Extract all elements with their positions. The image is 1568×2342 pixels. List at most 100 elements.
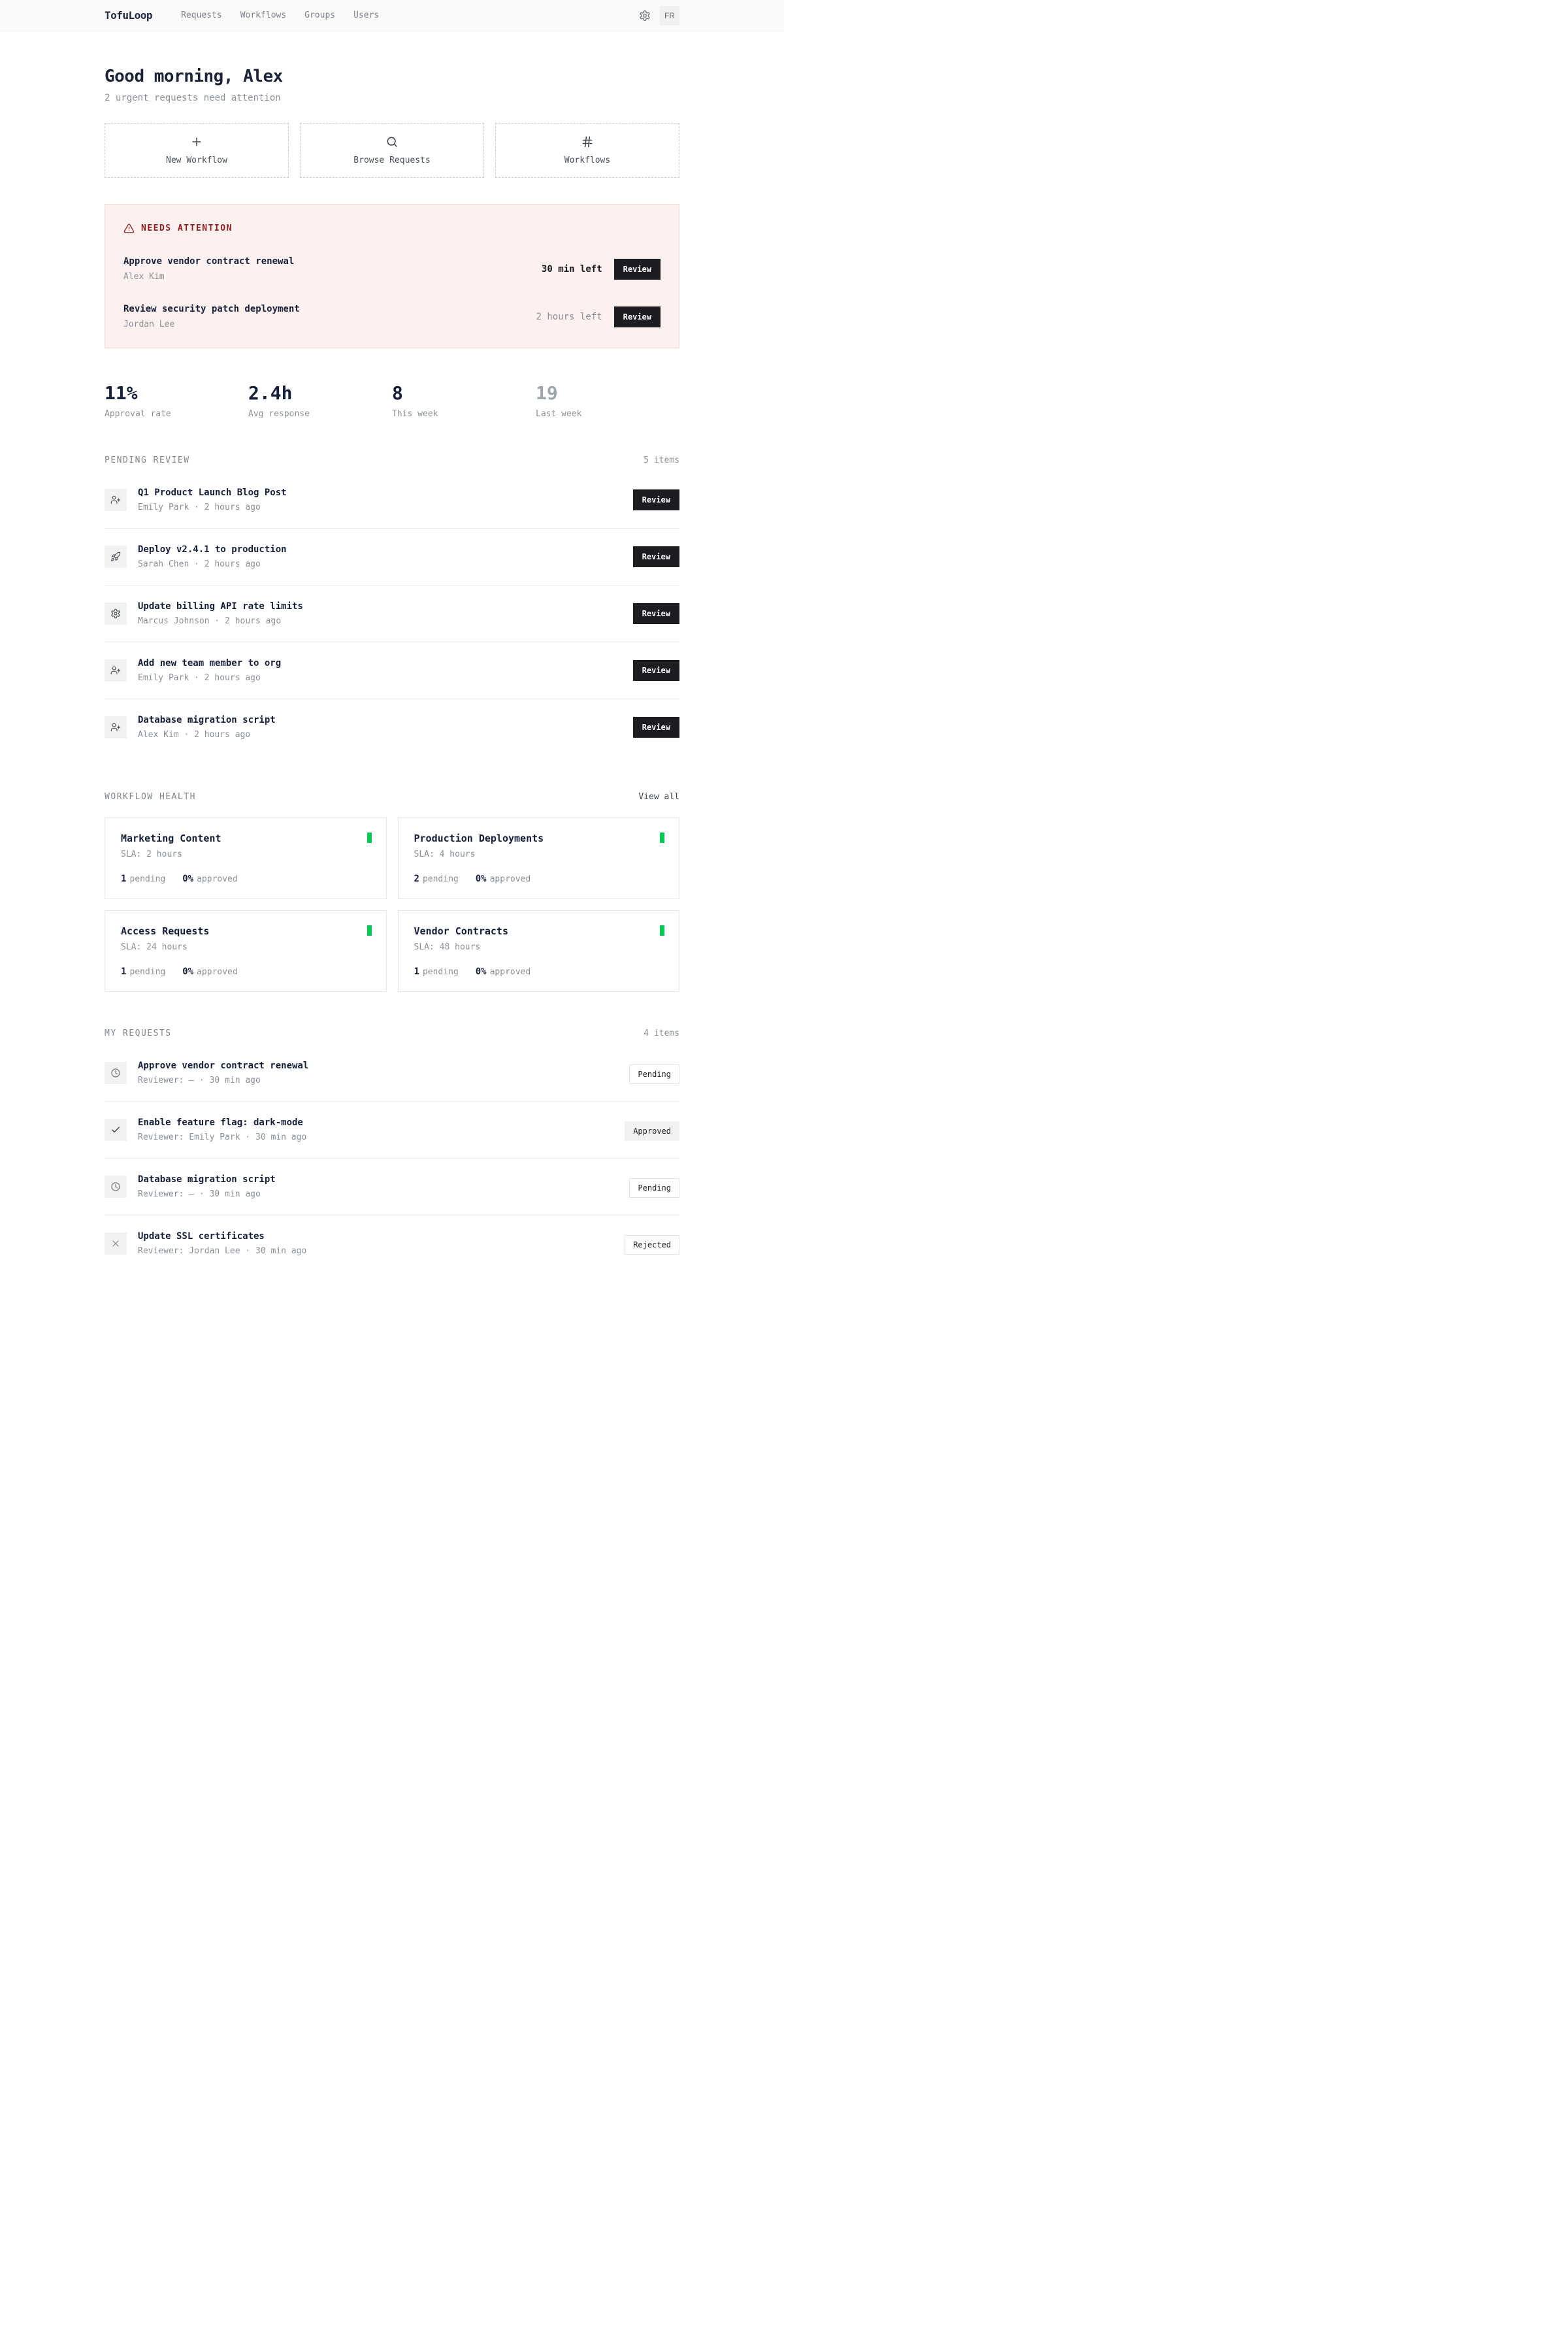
locale-toggle-button[interactable]: FR (660, 5, 679, 25)
my-request-row: Approve vendor contract renewal Reviewer… (105, 1045, 679, 1102)
request-title: Deploy v2.4.1 to production (138, 544, 287, 555)
user-plus-icon (105, 716, 127, 738)
clock-icon (105, 1062, 127, 1084)
request-title: Approve vendor contract renewal (123, 256, 295, 267)
request-title: Enable feature flag: dark-mode (138, 1117, 303, 1128)
needs-attention-title: NEEDS ATTENTION (141, 223, 233, 233)
status-badge: Pending (629, 1064, 679, 1084)
my-requests-section: MY REQUESTS 4 items Approve vendor contr… (105, 1029, 679, 1272)
section-count: 5 items (644, 455, 679, 465)
greeting-subtitle: 2 urgent requests need attention (105, 93, 281, 103)
settings-button[interactable] (639, 10, 651, 22)
workflow-sla: SLA: 48 hours (414, 942, 481, 952)
request-meta: Reviewer: Jordan Lee · 30 min ago (138, 1246, 307, 1256)
pending-count: 1 pending (414, 966, 459, 977)
request-meta: Emily Park · 2 hours ago (138, 503, 261, 512)
stat-label: Approval rate (105, 409, 171, 419)
quick-actions: New Workflow Browse Requests Workflows (105, 123, 679, 178)
new-workflow-card[interactable]: New Workflow (105, 123, 289, 178)
user-plus-icon (105, 659, 127, 682)
plus-icon (190, 135, 203, 148)
pending-count: 1 pending (121, 874, 166, 884)
review-button[interactable]: Review (632, 546, 679, 567)
request-meta: Reviewer: Emily Park · 30 min ago (138, 1132, 307, 1142)
request-meta: Alex Kim · 2 hours ago (138, 730, 251, 740)
review-button[interactable]: Review (613, 258, 661, 280)
gear-icon (639, 10, 651, 22)
time-left: 2 hours left (536, 311, 602, 322)
nav-item-groups[interactable]: Groups (304, 10, 336, 20)
workflows-card[interactable]: Workflows (495, 123, 679, 178)
review-button[interactable]: Review (632, 489, 679, 510)
approved-percent: 0% approved (182, 874, 238, 884)
pending-review-row: Add new team member to org Emily Park · … (105, 642, 679, 699)
clock-icon (105, 1176, 127, 1198)
stat-value: 19 (536, 382, 558, 404)
app-logo: TofuLoop (105, 9, 153, 22)
request-title: Database migration script (138, 1174, 276, 1185)
review-button[interactable]: Review (613, 306, 661, 327)
health-status-indicator (367, 833, 372, 843)
time-left: 30 min left (541, 263, 602, 274)
stats-row: 11% Approval rate 2.4h Avg response 8 Th… (105, 382, 679, 419)
request-title: Review security patch deployment (123, 304, 300, 314)
greeting-section: Good morning, Alex 2 urgent requests nee… (105, 67, 679, 103)
workflow-name: Production Deployments (414, 833, 544, 844)
health-status-indicator (660, 925, 664, 936)
stat-this-week: 8 This week (392, 382, 536, 419)
request-meta: Marcus Johnson · 2 hours ago (138, 616, 282, 626)
request-meta: Reviewer: — · 30 min ago (138, 1076, 261, 1085)
quick-action-label: Workflows (564, 156, 611, 165)
urgent-request-row: Review security patch deployment Jordan … (123, 304, 661, 329)
health-status-indicator (367, 925, 372, 936)
workflow-health-card[interactable]: Access Requests SLA: 24 hours 1 pending 0… (105, 910, 387, 992)
review-button[interactable]: Review (632, 717, 679, 738)
approved-percent: 0% approved (475, 966, 531, 977)
pending-review-section: PENDING REVIEW 5 items Q1 Product Launch… (105, 455, 679, 755)
request-meta: Sarah Chen · 2 hours ago (138, 559, 261, 569)
section-title: WORKFLOW HEALTH (105, 792, 196, 802)
main-nav: Requests Workflows Groups Users (181, 10, 379, 20)
workflow-health-card[interactable]: Marketing Content SLA: 2 hours 1 pending … (105, 817, 387, 899)
workflow-health-card[interactable]: Vendor Contracts SLA: 48 hours 1 pending … (397, 910, 679, 992)
requester-name: Alex Kim (123, 272, 165, 282)
status-badge: Approved (625, 1121, 679, 1141)
my-request-row: Update SSL certificates Reviewer: Jordan… (105, 1215, 679, 1272)
gear-icon (105, 602, 127, 625)
view-all-link[interactable]: View all (638, 792, 679, 802)
nav-item-requests[interactable]: Requests (181, 10, 222, 20)
review-button[interactable]: Review (632, 660, 679, 681)
review-button[interactable]: Review (632, 603, 679, 624)
pending-review-row: Update billing API rate limits Marcus Jo… (105, 586, 679, 642)
search-icon (385, 135, 399, 148)
requester-name: Jordan Lee (123, 320, 175, 329)
stat-last-week: 19 Last week (536, 382, 679, 419)
stat-approval-rate: 11% Approval rate (105, 382, 248, 419)
health-status-indicator (660, 833, 664, 843)
my-request-row: Enable feature flag: dark-mode Reviewer:… (105, 1102, 679, 1159)
status-badge: Rejected (625, 1234, 679, 1255)
check-icon (105, 1119, 127, 1141)
nav-item-users[interactable]: Users (353, 10, 380, 20)
section-count: 4 items (644, 1029, 679, 1038)
workflow-sla: SLA: 24 hours (121, 942, 188, 952)
top-navigation-bar: TofuLoop Requests Workflows Groups Users… (0, 0, 784, 31)
nav-item-workflows[interactable]: Workflows (240, 10, 287, 20)
stat-value: 8 (392, 382, 403, 404)
section-title: PENDING REVIEW (105, 455, 190, 465)
workflow-sla: SLA: 2 hours (121, 849, 182, 859)
workflow-health-card[interactable]: Production Deployments SLA: 4 hours 2 pen… (397, 817, 679, 899)
rocket-icon (105, 546, 127, 568)
x-icon (105, 1232, 127, 1255)
workflow-name: Access Requests (121, 925, 210, 937)
request-title: Update SSL certificates (138, 1231, 265, 1242)
workflow-name: Vendor Contracts (414, 925, 509, 937)
browse-requests-card[interactable]: Browse Requests (300, 123, 484, 178)
request-title: Update billing API rate limits (138, 601, 303, 612)
pending-count: 2 pending (414, 874, 459, 884)
hash-icon (581, 135, 594, 148)
request-title: Q1 Product Launch Blog Post (138, 487, 287, 498)
stat-avg-response: 2.4h Avg response (248, 382, 392, 419)
workflow-health-section: WORKFLOW HEALTH View all Marketing Conte… (105, 792, 679, 992)
pending-review-row: Database migration script Alex Kim · 2 h… (105, 699, 679, 755)
